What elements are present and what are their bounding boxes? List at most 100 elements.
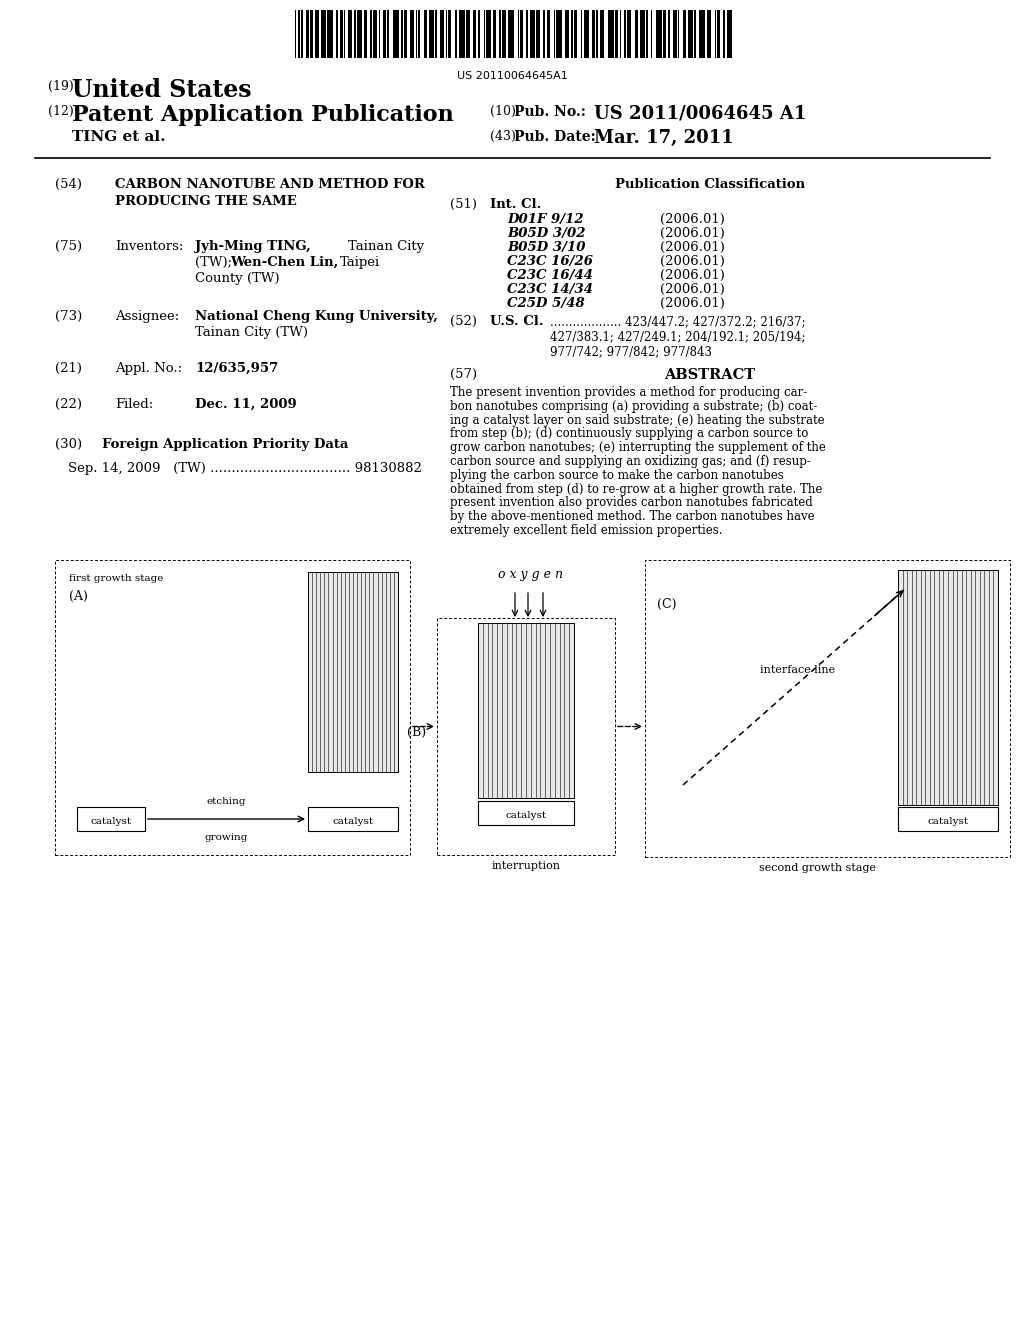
Text: (12): (12) <box>48 106 74 117</box>
Bar <box>455 11 457 58</box>
Bar <box>520 11 523 58</box>
Bar <box>429 11 434 58</box>
Bar <box>898 807 998 832</box>
Bar <box>424 11 427 58</box>
Text: (21): (21) <box>55 362 82 375</box>
Text: US 2011/0064645 A1: US 2011/0064645 A1 <box>594 104 806 121</box>
Bar <box>502 11 506 58</box>
Text: Dec. 11, 2009: Dec. 11, 2009 <box>195 399 297 411</box>
Text: Int. Cl.: Int. Cl. <box>490 198 542 211</box>
Bar <box>315 11 319 58</box>
Text: D01F 9/12: D01F 9/12 <box>507 213 584 226</box>
Text: obtained from step (d) to re-grow at a higher growth rate. The: obtained from step (d) to re-grow at a h… <box>450 483 822 495</box>
Bar <box>543 11 545 58</box>
Bar <box>717 11 720 58</box>
Text: (43): (43) <box>490 129 516 143</box>
Text: Taipei: Taipei <box>340 256 380 269</box>
Text: second growth stage: second growth stage <box>759 863 876 873</box>
Bar <box>615 11 618 58</box>
Bar <box>530 11 535 58</box>
Bar <box>55 560 410 855</box>
Text: PRODUCING THE SAME: PRODUCING THE SAME <box>115 195 297 209</box>
Bar <box>508 11 514 58</box>
Bar <box>640 11 645 58</box>
Text: carbon source and supplying an oxidizing gas; and (f) resup-: carbon source and supplying an oxidizing… <box>450 455 811 469</box>
Text: (2006.01): (2006.01) <box>660 282 725 296</box>
Text: grow carbon nanotubes; (e) interrupting the supplement of the: grow carbon nanotubes; (e) interrupting … <box>450 441 826 454</box>
Bar <box>410 11 414 58</box>
Bar <box>478 11 480 58</box>
Bar <box>574 11 577 58</box>
Text: etching: etching <box>207 797 246 807</box>
Text: Tainan City: Tainan City <box>348 240 424 253</box>
Text: Tainan City (TW): Tainan City (TW) <box>195 326 308 339</box>
Bar <box>449 11 451 58</box>
Text: (B): (B) <box>407 726 426 739</box>
Text: C23C 16/26: C23C 16/26 <box>507 255 593 268</box>
Text: (2006.01): (2006.01) <box>660 297 725 310</box>
Bar <box>387 11 389 58</box>
Bar <box>526 11 528 58</box>
Text: Appl. No.:: Appl. No.: <box>115 362 182 375</box>
Bar <box>473 11 476 58</box>
Text: (22): (22) <box>55 399 82 411</box>
Bar <box>437 618 615 855</box>
Bar <box>536 11 540 58</box>
Text: present invention also provides carbon nanotubes fabricated: present invention also provides carbon n… <box>450 496 813 510</box>
Text: County (TW): County (TW) <box>195 272 280 285</box>
Text: Pub. Date:: Pub. Date: <box>514 129 596 144</box>
Bar <box>440 11 444 58</box>
Text: ing a catalyst layer on said substrate; (e) heating the substrate: ing a catalyst layer on said substrate; … <box>450 413 824 426</box>
Text: CARBON NANOTUBE AND METHOD FOR: CARBON NANOTUBE AND METHOD FOR <box>115 178 425 191</box>
Text: growing: growing <box>205 833 248 842</box>
Bar <box>321 11 326 58</box>
Text: extremely excellent field emission properties.: extremely excellent field emission prope… <box>450 524 723 537</box>
Bar <box>556 11 562 58</box>
Bar <box>357 11 362 58</box>
Text: B05D 3/10: B05D 3/10 <box>507 242 586 253</box>
Text: Patent Application Publication: Patent Application Publication <box>72 104 454 125</box>
Text: ABSTRACT: ABSTRACT <box>665 368 756 381</box>
Text: Jyh-Ming TING,: Jyh-Ming TING, <box>195 240 310 253</box>
Bar <box>688 11 693 58</box>
Bar <box>364 11 367 58</box>
Text: Inventors:: Inventors: <box>115 240 183 253</box>
Bar <box>308 807 398 832</box>
Bar <box>673 11 677 58</box>
Text: Publication Classification: Publication Classification <box>615 178 805 191</box>
Bar <box>683 11 686 58</box>
Text: (A): (A) <box>69 590 88 603</box>
Bar <box>600 11 604 58</box>
Text: from step (b); (d) continuously supplying a carbon source to: from step (b); (d) continuously supplyin… <box>450 428 808 441</box>
Text: US 20110064645A1: US 20110064645A1 <box>457 71 567 81</box>
Text: 427/383.1; 427/249.1; 204/192.1; 205/194;: 427/383.1; 427/249.1; 204/192.1; 205/194… <box>550 330 806 343</box>
Text: Filed:: Filed: <box>115 399 154 411</box>
Bar <box>723 11 725 58</box>
Bar <box>596 11 598 58</box>
Text: (54): (54) <box>55 178 82 191</box>
Text: United States: United States <box>72 78 252 102</box>
Bar <box>668 11 670 58</box>
Bar <box>699 11 705 58</box>
Bar <box>898 570 998 805</box>
Text: plying the carbon source to make the carbon nanotubes: plying the carbon source to make the car… <box>450 469 783 482</box>
Text: (2006.01): (2006.01) <box>660 213 725 226</box>
Bar <box>478 623 574 799</box>
Bar <box>459 11 465 58</box>
Text: first growth stage: first growth stage <box>69 574 164 583</box>
Bar <box>592 11 595 58</box>
Bar <box>340 11 343 58</box>
Bar <box>308 572 398 772</box>
Text: (2006.01): (2006.01) <box>660 269 725 282</box>
Text: Foreign Application Priority Data: Foreign Application Priority Data <box>101 438 348 451</box>
Text: interface line: interface line <box>760 665 836 675</box>
Text: ................... 423/447.2; 427/372.2; 216/37;: ................... 423/447.2; 427/372.2… <box>550 315 806 327</box>
Bar <box>383 11 386 58</box>
Text: (73): (73) <box>55 310 82 323</box>
Text: interruption: interruption <box>492 861 560 871</box>
Text: (52): (52) <box>450 315 477 327</box>
Text: B05D 3/02: B05D 3/02 <box>507 227 586 240</box>
Text: by the above-mentioned method. The carbon nanotubes have: by the above-mentioned method. The carbo… <box>450 511 815 523</box>
Text: (2006.01): (2006.01) <box>660 242 725 253</box>
Text: 12/635,957: 12/635,957 <box>195 362 279 375</box>
